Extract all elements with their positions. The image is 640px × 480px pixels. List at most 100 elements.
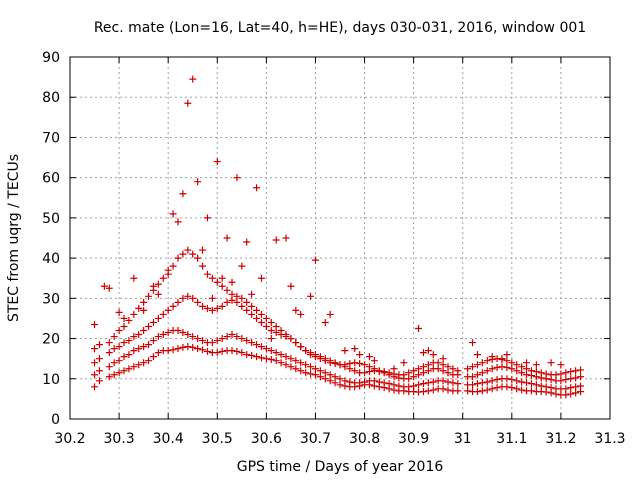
data-point [365, 353, 373, 361]
data-point [493, 376, 501, 384]
data-point [154, 280, 162, 288]
data-point [277, 359, 285, 367]
data-point [424, 347, 432, 355]
data-point [562, 376, 570, 384]
data-point [248, 351, 256, 359]
data-point [483, 367, 491, 375]
data-point [419, 380, 427, 388]
data-point [95, 377, 103, 385]
data-point [253, 341, 261, 349]
data-point [287, 363, 295, 371]
data-point [297, 359, 305, 367]
data-point [370, 357, 378, 365]
data-point [532, 361, 540, 369]
data-point [326, 377, 334, 385]
data-point [567, 390, 575, 398]
data-point [311, 365, 319, 373]
data-point [361, 378, 369, 386]
data-point [508, 376, 516, 384]
data-point [341, 347, 349, 355]
data-point [498, 355, 506, 363]
data-point [518, 369, 526, 377]
data-point [287, 282, 295, 290]
data-point [503, 364, 511, 372]
data-point [567, 368, 575, 376]
data-point [184, 99, 192, 107]
y-tick-label: 60 [42, 171, 60, 187]
data-point [189, 250, 197, 258]
data-point [557, 370, 565, 378]
y-axis-ticks: 0 10 20 30 40 50 60 70 80 90 [42, 50, 610, 428]
data-point [326, 371, 334, 379]
data-point [272, 349, 280, 357]
data-point [95, 367, 103, 375]
data-point [184, 343, 192, 351]
data-point [272, 357, 280, 365]
data-point [174, 345, 182, 353]
data-point [154, 290, 162, 298]
data-point [424, 387, 432, 395]
data-point [321, 375, 329, 383]
x-tick-label: 31.1 [496, 431, 527, 447]
data-point [199, 246, 207, 254]
data-point [199, 346, 207, 354]
data-point [194, 254, 202, 262]
data-point [444, 363, 452, 371]
data-point [159, 274, 167, 282]
data-point [169, 302, 177, 310]
data-point [424, 361, 432, 369]
data-point [105, 284, 113, 292]
data-point [154, 333, 162, 341]
data-point [248, 310, 256, 318]
data-point [302, 369, 310, 377]
data-point [523, 371, 531, 379]
y-tick-label: 50 [42, 211, 60, 227]
data-point [419, 363, 427, 371]
data-point [375, 378, 383, 386]
data-point [439, 361, 447, 369]
data-point [449, 365, 457, 373]
data-point [115, 327, 123, 335]
data-point [233, 347, 241, 355]
data-point [115, 357, 123, 365]
x-tick-label: 31.3 [594, 431, 625, 447]
data-point [257, 274, 265, 282]
data-point [449, 379, 457, 387]
data-point [356, 351, 364, 359]
data-point [415, 325, 423, 332]
data-point [105, 373, 113, 381]
data-point [91, 383, 99, 391]
data-point [567, 375, 575, 383]
data-point [356, 359, 364, 367]
data-point [257, 354, 265, 362]
data-point [140, 343, 148, 351]
data-point [135, 304, 143, 312]
data-point [262, 355, 270, 363]
data-point [478, 369, 486, 377]
data-point [218, 347, 226, 355]
data-point [174, 218, 182, 226]
data-point [223, 234, 231, 242]
data-point [233, 174, 241, 182]
data-point [572, 389, 580, 397]
data-point [213, 337, 221, 345]
y-tick-label: 10 [42, 372, 60, 388]
data-point [228, 296, 236, 304]
data-point [159, 310, 167, 318]
data-point [572, 374, 580, 382]
data-point [110, 345, 118, 353]
data-point [238, 349, 246, 357]
data-point [405, 369, 413, 377]
data-point [473, 351, 481, 359]
data-point [297, 367, 305, 375]
data-point [478, 387, 486, 395]
data-point [375, 367, 383, 375]
data-point [532, 381, 540, 389]
data-point [444, 378, 452, 386]
data-point [199, 337, 207, 345]
data-point [518, 363, 526, 371]
data-point [469, 339, 477, 347]
y-tick-label: 80 [42, 90, 60, 106]
data-point [267, 335, 275, 343]
